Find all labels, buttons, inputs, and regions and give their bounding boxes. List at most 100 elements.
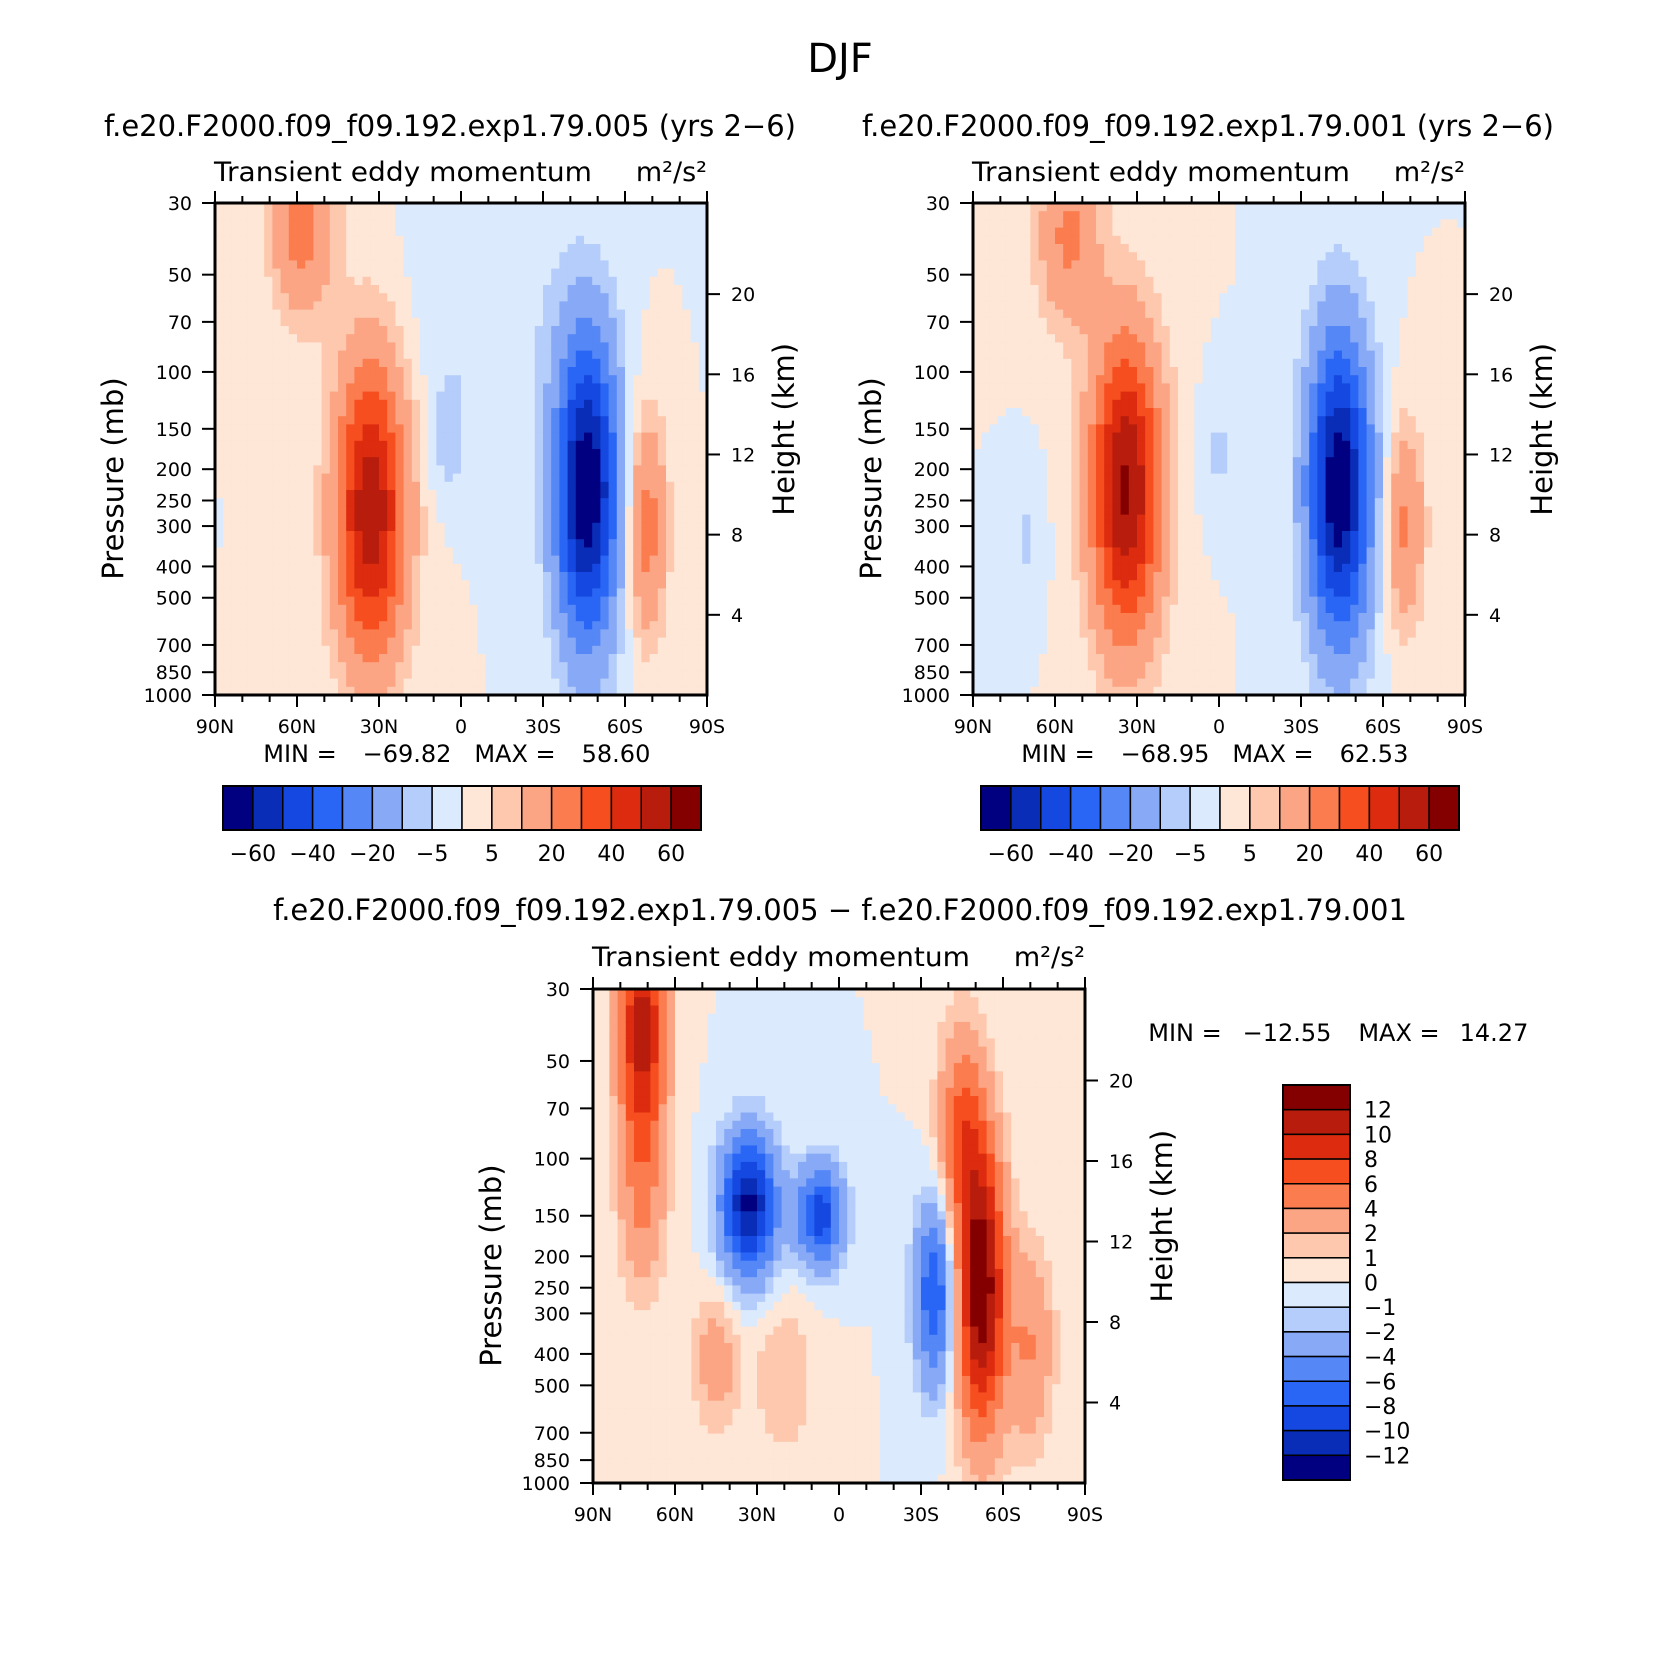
panel-a-field-cell (362, 317, 372, 327)
panel-b-field-cell (1128, 473, 1138, 483)
panel-a-field-cell (543, 432, 552, 442)
panel-a-field-cell (575, 563, 585, 573)
panel-b-field-cell (1046, 596, 1056, 606)
panel-a-field-cell (493, 645, 503, 655)
panel-a-field-cell (584, 440, 593, 450)
panel-a-field-cell (395, 211, 405, 220)
panel-a-field-cell (379, 268, 388, 278)
panel-a-field-cell (690, 367, 700, 376)
panel-a-field-cell (280, 227, 290, 237)
panel-a-field-cell (338, 506, 347, 516)
panel-b-field-cell (1128, 432, 1138, 442)
panel-b-field-cell (989, 211, 999, 220)
panel-a-field-cell (592, 457, 601, 466)
panel-a-field-cell (600, 506, 610, 516)
panel-a-field-cell (657, 506, 667, 516)
panel-a-field-cell (633, 580, 642, 589)
panel-a-field-cell (575, 514, 585, 524)
panel-a-field-cell (682, 391, 692, 401)
panel-a-field-cell (329, 645, 339, 655)
panel-a-field-cell (608, 457, 618, 466)
panel-a-field-cell (477, 424, 487, 434)
panel-a-field-cell (600, 613, 610, 622)
panel-a-field-cell (682, 219, 692, 229)
panel-b-field-cell (1038, 547, 1048, 557)
panel-b-field-cell (973, 219, 982, 229)
panel-b-field-cell (1014, 473, 1023, 483)
panel-a-field-cell (321, 604, 331, 614)
panel-a-field-cell (518, 588, 528, 598)
panel-b-field-cell (1112, 588, 1122, 598)
panel-a-field-cell (420, 244, 429, 253)
panel-b-field-cell (1055, 506, 1064, 516)
panel-a-field-cell (444, 629, 454, 639)
panel-a-field-cell (420, 358, 429, 368)
panel-a-field-cell (592, 375, 601, 384)
panel-a-field-cell (485, 375, 495, 384)
panel-a-field-cell (493, 613, 503, 622)
panel-a-field-cell (493, 506, 503, 516)
panel-a-field-cell (469, 408, 478, 417)
panel-a-field-cell (239, 440, 249, 450)
panel-a-field-cell (657, 645, 667, 655)
panel-b-field-cell (989, 334, 999, 343)
panel-b-field-cell (1063, 342, 1072, 352)
panel-a-field-cell (362, 563, 372, 573)
panel-a-field-cell (534, 424, 544, 434)
panel-a-field-cell (411, 342, 421, 352)
panel-a-field-cell (370, 596, 380, 606)
panel-a-field-cell (469, 678, 478, 688)
panel-b-field-cell (981, 506, 990, 516)
panel-b-units: m²/s² (1394, 157, 1465, 188)
panel-a-field-cell (567, 473, 577, 483)
panel-a-field-cell (264, 596, 273, 606)
panel-a-field-cell (698, 531, 708, 540)
panel-a-field-cell (280, 604, 290, 614)
panel-a-field-cell (682, 588, 692, 598)
panel-a-field-cell (559, 465, 569, 475)
panel-a-field-cell (395, 621, 405, 630)
panel-a-field-cell (329, 252, 339, 261)
panel-a-field-cell (215, 563, 224, 573)
panel-a-field-cell (452, 449, 462, 458)
panel-a-field-cell (559, 383, 569, 393)
panel-b-field-cell (1112, 432, 1122, 442)
panel-a-field-cell (485, 350, 495, 360)
panel-b-field-cell (1079, 490, 1089, 499)
panel-b-field-cell (1014, 285, 1023, 294)
panel-a-field-cell (215, 367, 224, 376)
panel-a-field-cell (616, 301, 626, 311)
panel-b-field-cell (1079, 416, 1089, 425)
panel-b-field-cell (997, 326, 1007, 335)
panel-a-field-cell (338, 572, 347, 581)
panel-a-field-cell (288, 260, 298, 270)
panel-a-field-cell (559, 276, 569, 286)
panel-a-field-cell (543, 539, 552, 548)
panel-a-field-cell (526, 514, 536, 524)
panel-a-field-cell (575, 432, 585, 442)
panel-a-field-cell (657, 293, 667, 302)
panel-b-field-cell (1128, 309, 1138, 319)
panel-a-field-cell (633, 244, 642, 253)
panel-b-field-cell (1120, 211, 1130, 220)
panel-a-field-cell (477, 285, 487, 294)
panel-a-field-cell (526, 596, 536, 606)
panel-a-field-cell (616, 481, 626, 491)
panel-a-field-cell (231, 375, 241, 384)
panel-a-field-cell (608, 654, 618, 663)
panel-b-field-cell (1005, 613, 1015, 622)
panel-b-field-cell (1112, 416, 1122, 425)
panel-a-field-cell (420, 572, 429, 581)
panel-a-field-cell (387, 416, 396, 425)
panel-b-field-cell (1120, 326, 1130, 335)
panel-b-field-cell (1046, 440, 1056, 450)
panel-a-field-cell (256, 252, 265, 261)
panel-b-field-cell (1079, 342, 1089, 352)
panel-a-field-cell (666, 424, 675, 434)
panel-a-field-cell (469, 399, 478, 409)
panel-a-field-cell (600, 350, 610, 360)
panel-a-field-cell (420, 326, 429, 335)
panel-a-field-cell (485, 654, 495, 663)
panel-b-field-cell (1137, 686, 1146, 696)
panel-a-field-cell (231, 490, 241, 499)
